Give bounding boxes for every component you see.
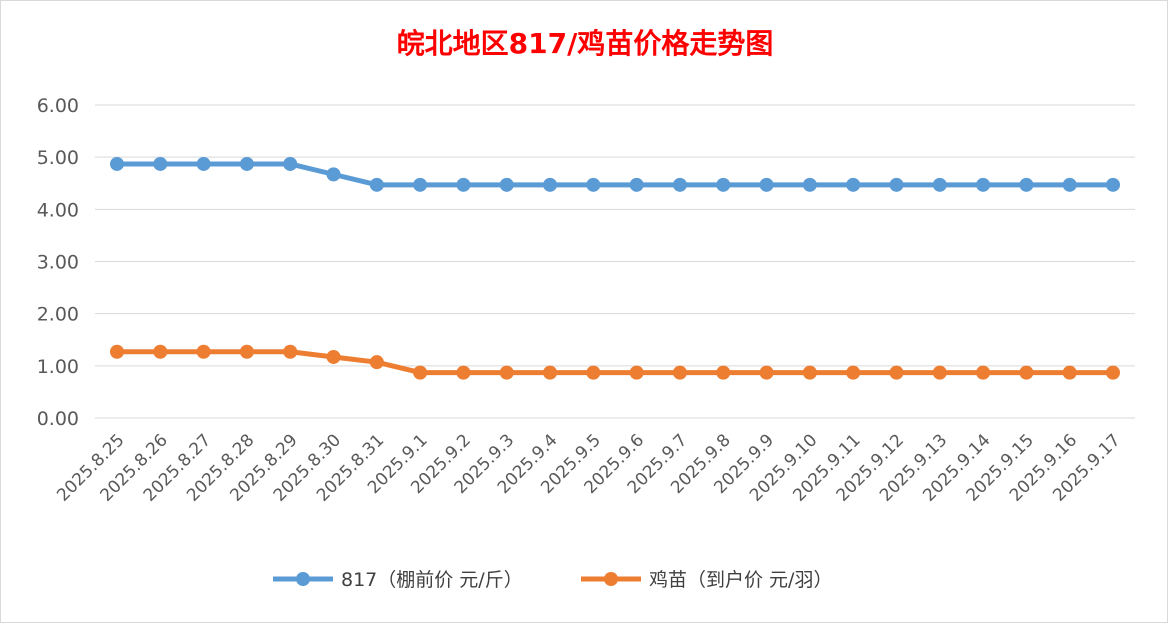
data-point: [499, 177, 514, 192]
legend-item: 817（棚前价 元/斤）: [273, 569, 523, 591]
legend-item: 鸡苗（到户价 元/羽）: [581, 569, 832, 591]
data-point: [196, 344, 211, 359]
data-point: [543, 177, 558, 192]
legend-marker: [296, 572, 310, 586]
data-point: [672, 365, 687, 380]
data-point: [499, 365, 514, 380]
y-tick-label: 5.00: [37, 147, 79, 169]
legend-label: 817（棚前价 元/斤）: [341, 569, 523, 591]
legend-marker: [604, 572, 618, 586]
data-point: [586, 177, 601, 192]
data-point: [629, 177, 644, 192]
y-tick-label: 0.00: [37, 408, 79, 430]
data-point: [976, 365, 991, 380]
data-point: [543, 365, 558, 380]
data-point: [759, 365, 774, 380]
data-point: [976, 177, 991, 192]
data-point: [846, 365, 861, 380]
data-point: [110, 156, 124, 171]
y-tick-label: 3.00: [37, 252, 79, 274]
y-tick-label: 2.00: [37, 304, 79, 326]
series-line: [114, 161, 1116, 188]
gridlines: [95, 104, 1135, 419]
data-point: [1062, 365, 1077, 380]
data-point: [759, 177, 774, 192]
data-point: [239, 344, 254, 359]
data-point: [369, 177, 384, 192]
data-point: [326, 349, 341, 364]
y-tick-label: 6.00: [37, 95, 79, 117]
data-point: [413, 177, 428, 192]
data-point: [153, 156, 168, 171]
data-point: [889, 177, 904, 192]
data-point: [846, 177, 861, 192]
data-point: [889, 365, 904, 380]
data-point: [716, 365, 731, 380]
chart-title: 皖北地区817/鸡苗价格走势图: [397, 27, 774, 60]
data-point: [1106, 177, 1120, 192]
data-point: [326, 167, 341, 182]
data-point: [1062, 177, 1077, 192]
data-point: [586, 365, 601, 380]
data-point: [672, 177, 687, 192]
data-point: [196, 156, 211, 171]
data-point: [369, 355, 384, 370]
data-point: [153, 344, 168, 359]
x-axis-ticks: 2025.8.252025.8.262025.8.272025.8.282025…: [53, 430, 1124, 505]
y-axis-ticks: 0.00 1.00 2.00 3.00 4.00 5.00 6.00: [37, 95, 79, 430]
data-point: [802, 177, 817, 192]
data-point: [1106, 365, 1120, 380]
data-point: [456, 365, 471, 380]
data-point: [283, 156, 298, 171]
series-1: [110, 156, 1120, 192]
data-point: [283, 344, 298, 359]
data-point: [629, 365, 644, 380]
data-point: [239, 156, 254, 171]
series-line: [114, 349, 1116, 376]
legend: 817（棚前价 元/斤） 鸡苗（到户价 元/羽）: [273, 569, 832, 591]
data-point: [802, 365, 817, 380]
data-point: [932, 365, 947, 380]
data-point: [110, 344, 124, 359]
series-2: [110, 344, 1120, 380]
y-tick-label: 1.00: [37, 356, 79, 378]
y-tick-label: 4.00: [37, 199, 79, 221]
data-point: [456, 177, 471, 192]
data-point: [1019, 177, 1034, 192]
series-lines: [110, 156, 1120, 380]
data-point: [1019, 365, 1034, 380]
data-point: [932, 177, 947, 192]
data-point: [716, 177, 731, 192]
data-point: [413, 365, 428, 380]
legend-label: 鸡苗（到户价 元/羽）: [649, 569, 832, 591]
